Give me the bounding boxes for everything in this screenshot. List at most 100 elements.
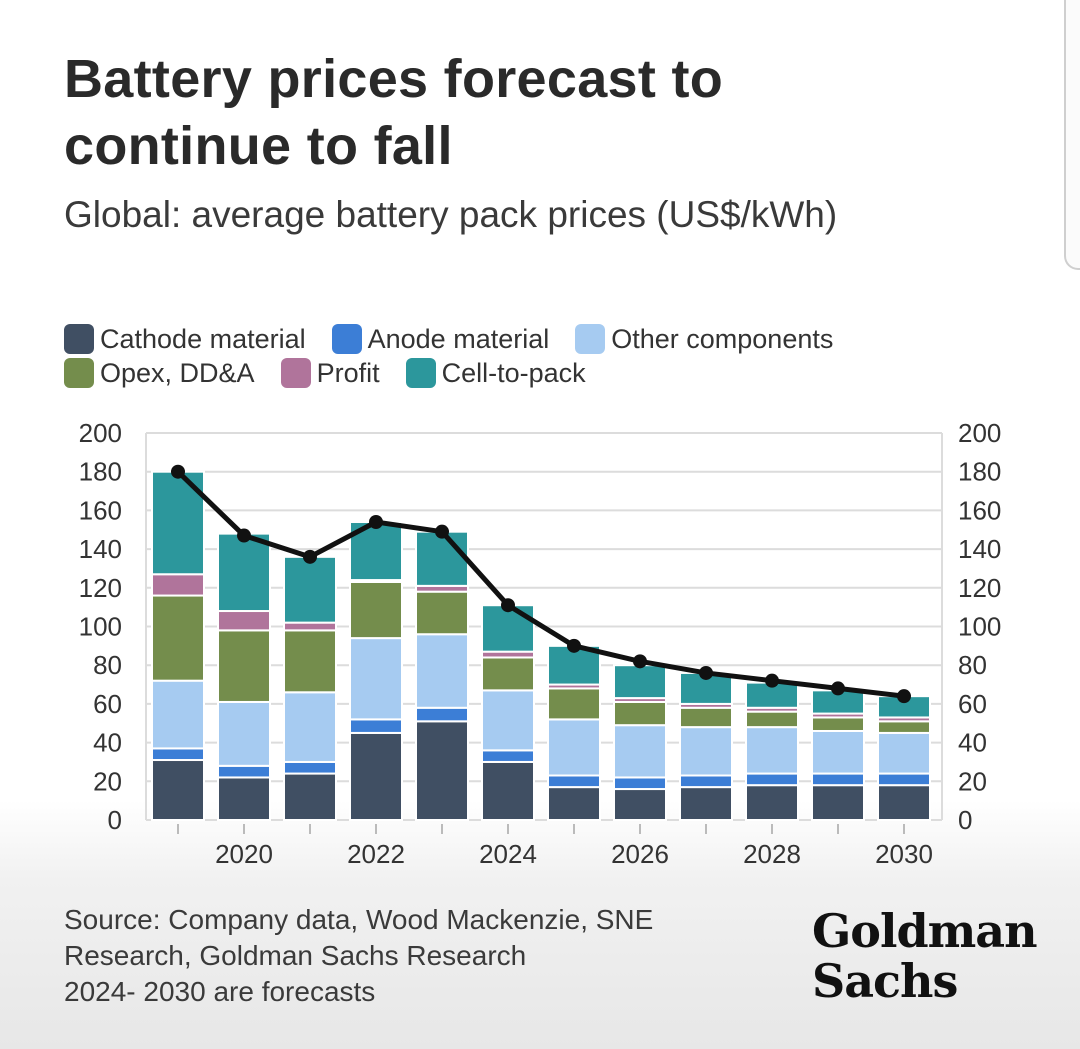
bar-segment-cathode-material-2020: [217, 776, 271, 821]
x-tick-label: 2028: [743, 839, 801, 869]
bar-segment-opex-dd-a-2021: [283, 629, 337, 694]
bar-segment-cathode-material-2029: [811, 784, 865, 821]
legend-item-cathode: Cathode material: [64, 322, 306, 356]
chart-title: Battery prices forecast to continue to f…: [64, 49, 724, 176]
bar-segment-anode-material-2024: [481, 749, 535, 763]
y-tick-label-left: 120: [79, 573, 122, 603]
bar-segment-cell-to-pack-2021: [283, 555, 337, 624]
bar-segment-opex-dd-a-2026: [613, 700, 667, 727]
bar-segment-other-components-2023: [415, 633, 469, 709]
bar-segment-other-components-2025: [547, 718, 601, 777]
x-tick-label: 2024: [479, 839, 537, 869]
legend-swatch-other: [575, 324, 606, 354]
legend-label-anode: Anode material: [367, 324, 550, 354]
bar-segment-cell-to-pack-2026: [613, 664, 667, 700]
source-line-1: Source: Company data, Wood Mackenzie, SN…: [64, 904, 654, 935]
bar-segment-cathode-material-2022: [349, 731, 403, 821]
bar-segment-other-components-2021: [283, 691, 337, 763]
total-point-2029: [831, 681, 845, 696]
x-tick-label: 2030: [875, 839, 933, 869]
bar-segment-anode-material-2028: [745, 772, 799, 787]
bar-segment-anode-material-2022: [349, 718, 403, 734]
bar-segment-other-components-2029: [811, 729, 865, 775]
bar-segment-cathode-material-2030: [877, 784, 931, 821]
bar-segment-cell-to-pack-2022: [349, 521, 403, 582]
bar-segment-anode-material-2030: [877, 772, 931, 787]
legend-item-profit: Profit: [280, 356, 380, 390]
y-tick-label-right: 40: [958, 728, 987, 758]
total-point-2028: [765, 673, 779, 688]
bar-segment-cathode-material-2026: [613, 788, 667, 821]
bar-segment-opex-dd-a-2028: [745, 710, 799, 729]
bar-segment-opex-dd-a-2024: [481, 656, 535, 692]
source-note: Source: Company data, Wood Mackenzie, SN…: [64, 902, 784, 1010]
source-line-3: 2024- 2030 are forecasts: [64, 976, 376, 1007]
total-point-2023: [435, 524, 449, 539]
y-tick-label-right: 120: [958, 573, 1001, 603]
y-tick-label-left: 200: [79, 418, 122, 448]
bar-segment-opex-dd-a-2020: [217, 629, 271, 703]
bar-segment-cell-to-pack-2020: [217, 532, 271, 613]
bar-segment-anode-material-2025: [547, 774, 601, 789]
bars: [151, 470, 931, 822]
y-tick-label-left: 180: [79, 457, 122, 487]
bar-segment-other-components-2020: [217, 700, 271, 767]
legend-swatch-cathode: [64, 324, 94, 354]
y-tick-label-right: 20: [958, 766, 987, 796]
legend-swatch-profit: [280, 358, 311, 388]
bar-segment-cell-to-pack-2023: [415, 530, 469, 587]
bar-segment-anode-material-2021: [283, 760, 337, 775]
y-tick-label-right: 180: [958, 457, 1001, 487]
bar-segment-other-components-2019: [151, 679, 205, 750]
bar-segment-anode-material-2027: [679, 774, 733, 789]
bar-segment-profit-2020: [217, 610, 271, 632]
legend-item-cell-to-pack: Cell-to-pack: [405, 356, 586, 390]
bar-segment-cathode-material-2024: [481, 760, 535, 822]
y-tick-label-left: 40: [93, 728, 122, 758]
goldman-sachs-logo: Goldman Sachs: [812, 904, 1038, 1006]
bar-segment-cathode-material-2025: [547, 786, 601, 821]
legend-item-other: Other components: [575, 322, 833, 356]
bar-segment-other-components-2026: [613, 724, 667, 779]
bar-segment-cathode-material-2027: [679, 786, 733, 821]
legend-item-opex: Opex, DD&A: [64, 356, 255, 390]
legend-row-2: Opex, DD&A Profit Cell-to-pack: [64, 356, 984, 390]
bar-segment-opex-dd-a-2022: [349, 580, 403, 640]
bar-segment-other-components-2027: [679, 726, 733, 777]
bar-segment-opex-dd-a-2019: [151, 594, 205, 682]
legend-swatch-opex: [64, 358, 94, 388]
bar-segment-opex-dd-a-2023: [415, 590, 469, 636]
y-tick-label-left: 160: [79, 495, 122, 525]
legend: Cathode material Anode material Other co…: [64, 322, 984, 390]
total-line-path: [176, 469, 905, 699]
y-tick-label-right: 140: [958, 534, 1001, 564]
bar-segment-cathode-material-2023: [415, 720, 469, 821]
x-tick-label: 2026: [611, 839, 669, 869]
y-tick-label-left: 60: [93, 689, 122, 719]
total-point-2021: [303, 549, 317, 564]
bar-segment-anode-material-2026: [613, 776, 667, 791]
bar-segment-profit-2021: [283, 621, 337, 632]
chart-subtitle: Global: average battery pack prices (US$…: [64, 194, 838, 235]
total-point-2024: [501, 598, 515, 613]
bar-segment-anode-material-2029: [811, 772, 865, 787]
total-point-2026: [633, 654, 647, 669]
bar-segment-profit-2019: [151, 573, 205, 597]
bar-segment-opex-dd-a-2029: [811, 716, 865, 732]
legend-label-opex: Opex, DD&A: [100, 358, 255, 388]
y-tick-label-right: 80: [958, 650, 987, 680]
bar-segment-opex-dd-a-2027: [679, 706, 733, 729]
y-tick-label-left: 140: [79, 534, 122, 564]
bar-segment-other-components-2024: [481, 689, 535, 752]
page-edge: [1064, 0, 1080, 270]
bar-segment-opex-dd-a-2030: [877, 720, 931, 734]
bar-segment-anode-material-2019: [151, 747, 205, 762]
legend-label-cathode: Cathode material: [100, 324, 306, 354]
legend-label-profit: Profit: [316, 358, 380, 388]
y-tick-label-left: 20: [93, 766, 122, 796]
x-tick-label: 2020: [215, 839, 273, 869]
logo-line-1: Goldman: [812, 904, 1038, 958]
total-line: [171, 464, 911, 704]
